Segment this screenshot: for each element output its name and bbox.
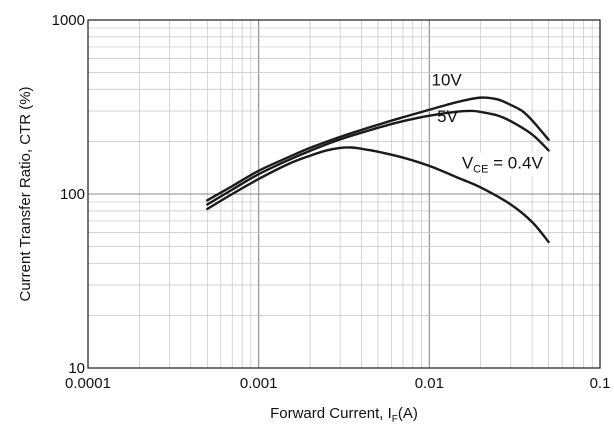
series-labels: 10V 5V VCE = 0.4V — [432, 71, 547, 177]
x-tick-label: 0.1 — [590, 375, 611, 392]
curve-vce-10v — [206, 96, 550, 202]
series-label-main: 5V — [437, 107, 458, 126]
x-axis-title-tail: (A) — [398, 405, 418, 422]
series-label-vce-10v: 10V — [432, 71, 463, 90]
x-tick-label: 0.01 — [415, 375, 444, 392]
y-tick-labels: 10 100 1000 — [52, 12, 85, 377]
series-label-background — [458, 152, 547, 177]
x-tick-labels: 0.0001 0.001 0.01 0.1 — [65, 375, 610, 392]
x-axis-title-main: Forward Current, I — [270, 405, 392, 422]
series-label-vce-0-4v: VCE = 0.4V — [462, 154, 544, 176]
x-axis-title-subscript: F — [392, 414, 398, 425]
y-axis-title: Current Transfer Ratio, CTR (%) — [17, 86, 34, 301]
curves — [206, 96, 550, 244]
plot-frame — [87, 19, 601, 369]
grid — [88, 20, 600, 368]
series-label-subscript: CE — [473, 164, 488, 176]
y-tick-label: 1000 — [52, 12, 85, 29]
y-tick-label: 100 — [60, 186, 85, 203]
series-label-vce-5v: 5V — [437, 107, 458, 126]
curve-vce-0-4v — [206, 146, 550, 244]
series-label-main: 10V — [432, 71, 463, 90]
x-tick-label: 0.001 — [240, 375, 278, 392]
series-label-main: V — [462, 154, 474, 173]
curve-vce-5v — [206, 109, 550, 206]
x-axis-title: Forward Current, IF(A) — [270, 405, 418, 425]
y-tick-label: 10 — [68, 360, 85, 377]
x-tick-label: 0.0001 — [65, 375, 111, 392]
series-label-tail: = 0.4V — [488, 154, 543, 173]
